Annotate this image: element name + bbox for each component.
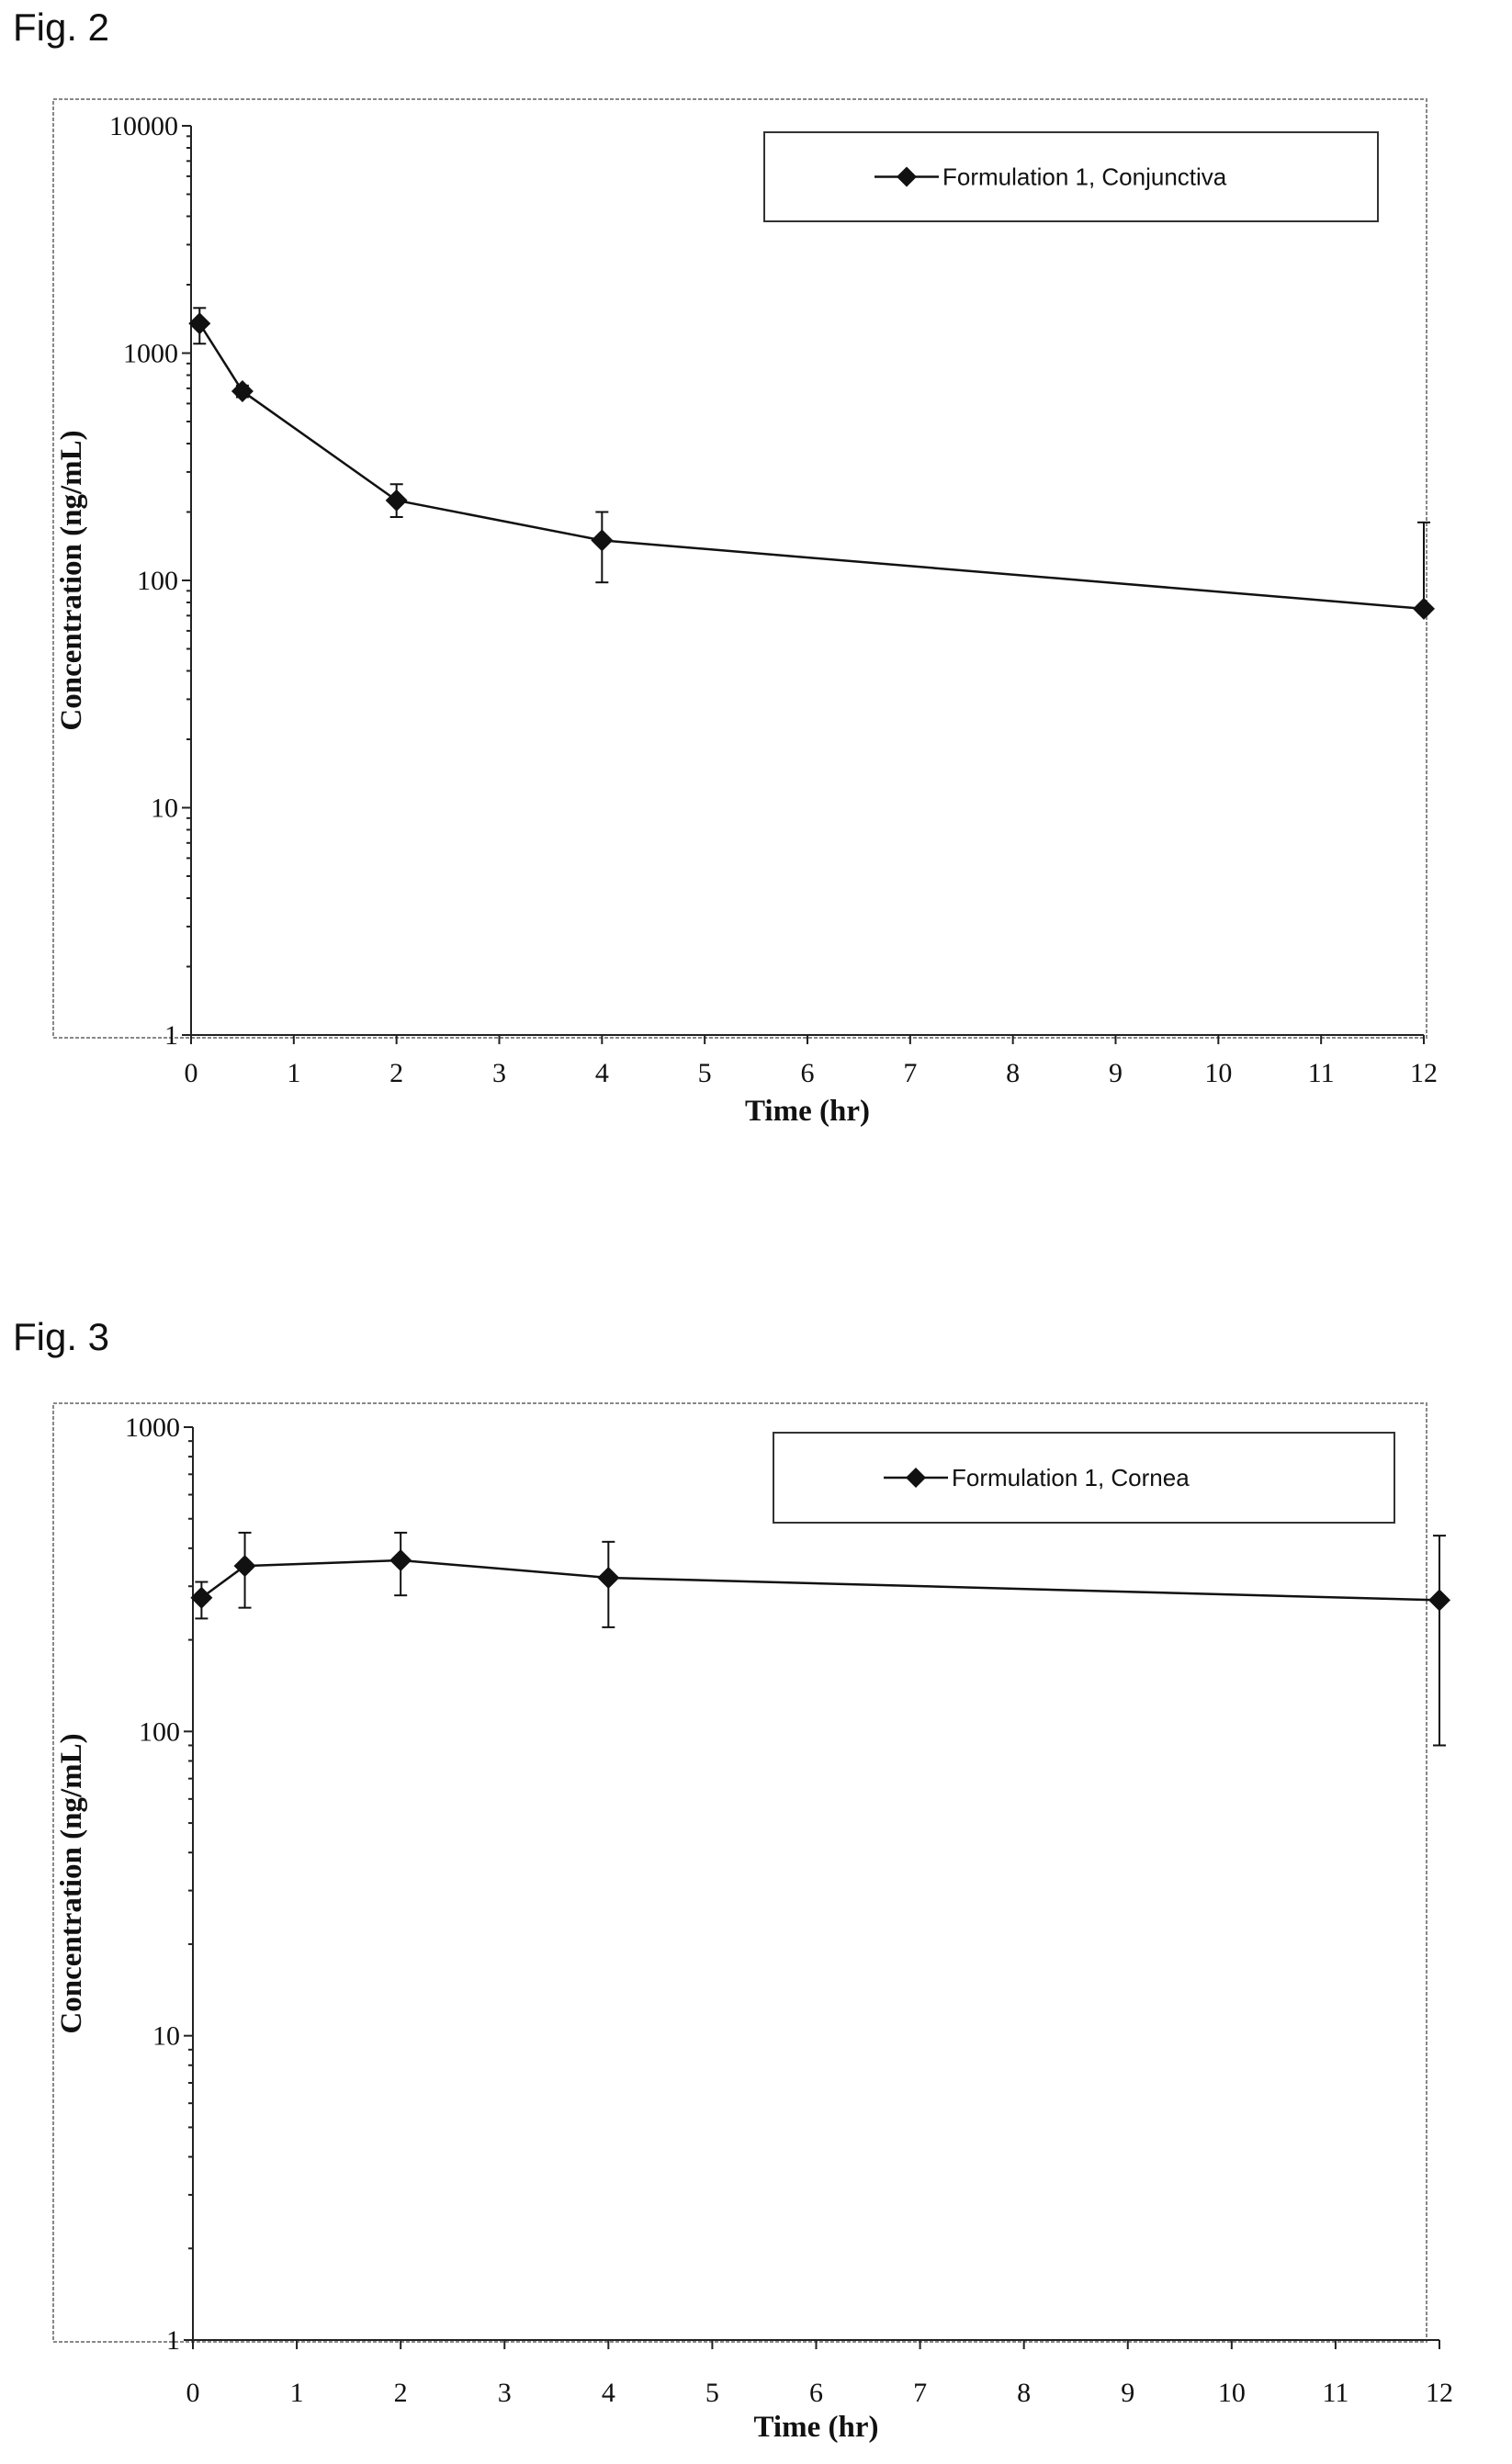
x-tick-label: 0 xyxy=(185,1058,198,1088)
legend-box xyxy=(763,131,1379,222)
x-tick-label: 8 xyxy=(1017,2378,1031,2408)
x-tick-label: 3 xyxy=(492,1058,506,1088)
y-tick-label: 1 xyxy=(164,1020,178,1051)
y-tick-label: 1000 xyxy=(125,1412,180,1443)
x-tick-label: 6 xyxy=(801,1058,815,1088)
data-point-marker xyxy=(597,1566,620,1589)
x-tick-label: 9 xyxy=(1121,2378,1134,2408)
chart-frame xyxy=(52,98,1427,1039)
data-point-marker xyxy=(389,1549,412,1572)
y-tick-label: 1 xyxy=(166,2325,180,2356)
data-point-marker xyxy=(385,489,408,512)
x-tick-label: 10 xyxy=(1218,2378,1246,2408)
data-point-marker xyxy=(188,312,211,335)
x-tick-label: 5 xyxy=(698,1058,712,1088)
y-tick-label: 10000 xyxy=(109,111,178,141)
x-tick-label: 7 xyxy=(903,1058,917,1088)
x-tick-label: 2 xyxy=(389,1058,403,1088)
x-axis-label: Time (hr) xyxy=(745,1095,870,1128)
x-tick-label: 4 xyxy=(602,2378,615,2408)
y-axis-label: Concentration (ng/mL) xyxy=(55,1733,88,2033)
x-axis-label: Time (hr) xyxy=(754,2411,879,2444)
x-tick-label: 2 xyxy=(394,2378,408,2408)
data-point-marker xyxy=(591,529,614,552)
y-tick-label: 1000 xyxy=(123,339,178,369)
x-tick-label: 5 xyxy=(705,2378,719,2408)
figure-3-label: Fig. 3 xyxy=(13,1315,110,1358)
x-tick-label: 12 xyxy=(1410,1058,1438,1088)
x-tick-label: 4 xyxy=(595,1058,609,1088)
y-tick-label: 100 xyxy=(137,566,178,596)
x-tick-label: 8 xyxy=(1006,1058,1020,1088)
data-point-marker xyxy=(231,379,254,402)
y-axis-label: Concentration (ng/mL) xyxy=(55,430,88,730)
x-tick-label: 1 xyxy=(287,1058,300,1088)
data-point-marker xyxy=(190,1586,213,1609)
x-tick-label: 12 xyxy=(1426,2378,1453,2408)
x-tick-label: 10 xyxy=(1204,1058,1232,1088)
legend-marker xyxy=(906,1468,926,1488)
legend-label: Formulation 1, Cornea xyxy=(952,1464,1190,1491)
chart-frame xyxy=(52,1402,1427,2343)
data-point-marker xyxy=(233,1555,256,1578)
legend-label: Formulation 1, Conjunctiva xyxy=(942,163,1227,191)
x-tick-label: 0 xyxy=(186,2378,200,2408)
data-point-marker xyxy=(1413,597,1435,620)
x-tick-label: 6 xyxy=(809,2378,823,2408)
x-tick-label: 11 xyxy=(1322,2378,1348,2408)
legend-marker xyxy=(897,166,917,187)
x-tick-label: 1 xyxy=(290,2378,304,2408)
y-tick-label: 10 xyxy=(151,793,178,824)
y-tick-label: 100 xyxy=(139,1716,180,1747)
x-tick-label: 9 xyxy=(1109,1058,1123,1088)
data-point-marker xyxy=(1428,1589,1450,1612)
x-tick-label: 3 xyxy=(498,2378,512,2408)
y-tick-label: 10 xyxy=(152,2021,180,2052)
x-tick-label: 11 xyxy=(1308,1058,1335,1088)
figure-2-label: Fig. 2 xyxy=(13,6,110,49)
x-tick-label: 7 xyxy=(913,2378,927,2408)
legend-box xyxy=(773,1432,1395,1524)
